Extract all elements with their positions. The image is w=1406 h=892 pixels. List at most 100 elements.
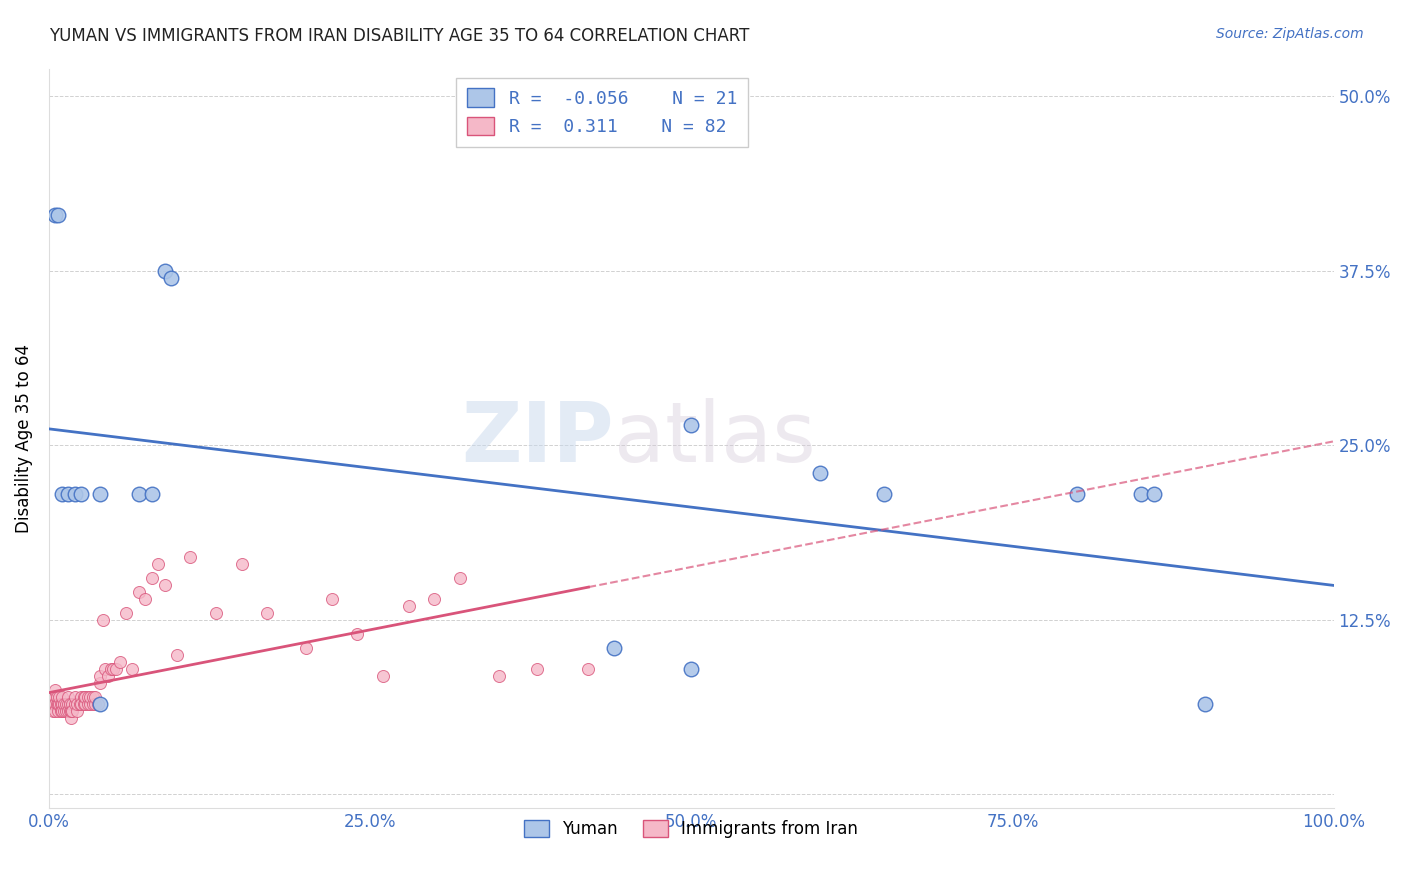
- Point: [82, 690, 104, 704]
- Point: [51, 697, 73, 711]
- Point: [51, 487, 73, 501]
- Point: [295, 640, 318, 655]
- Point: [1066, 487, 1088, 501]
- Point: [58, 704, 80, 718]
- Point: [84, 697, 107, 711]
- Point: [72, 697, 94, 711]
- Point: [104, 662, 127, 676]
- Text: Source: ZipAtlas.com: Source: ZipAtlas.com: [1216, 27, 1364, 41]
- Point: [44, 682, 66, 697]
- Point: [44, 690, 66, 704]
- Point: [128, 487, 150, 501]
- Point: [321, 592, 343, 607]
- Point: [87, 697, 110, 711]
- Point: [63, 697, 86, 711]
- Point: [603, 640, 626, 655]
- Point: [73, 690, 96, 704]
- Point: [423, 592, 446, 607]
- Text: atlas: atlas: [614, 398, 815, 479]
- Point: [58, 697, 80, 711]
- Point: [681, 417, 703, 432]
- Point: [58, 690, 80, 704]
- Point: [84, 690, 107, 704]
- Point: [1129, 487, 1152, 501]
- Point: [76, 697, 98, 711]
- Point: [72, 690, 94, 704]
- Point: [42, 690, 65, 704]
- Point: [45, 697, 67, 711]
- Point: [526, 662, 548, 676]
- Point: [488, 669, 510, 683]
- Point: [42, 704, 65, 718]
- Point: [70, 487, 93, 501]
- Point: [63, 690, 86, 704]
- Point: [59, 711, 82, 725]
- Point: [97, 669, 120, 683]
- Point: [128, 585, 150, 599]
- Point: [103, 662, 125, 676]
- Point: [141, 487, 163, 501]
- Point: [346, 627, 368, 641]
- Point: [100, 662, 122, 676]
- Point: [46, 697, 69, 711]
- Point: [70, 690, 93, 704]
- Point: [51, 704, 73, 718]
- Point: [108, 655, 131, 669]
- Point: [166, 648, 188, 662]
- Point: [58, 704, 80, 718]
- Point: [89, 675, 111, 690]
- Text: YUMAN VS IMMIGRANTS FROM IRAN DISABILITY AGE 35 TO 64 CORRELATION CHART: YUMAN VS IMMIGRANTS FROM IRAN DISABILITY…: [49, 27, 749, 45]
- Point: [808, 467, 831, 481]
- Point: [48, 690, 70, 704]
- Point: [146, 557, 169, 571]
- Point: [89, 669, 111, 683]
- Point: [115, 606, 138, 620]
- Point: [681, 662, 703, 676]
- Point: [578, 662, 600, 676]
- Point: [66, 697, 89, 711]
- Point: [1143, 487, 1166, 501]
- Point: [70, 697, 93, 711]
- Legend: Yuman, Immigrants from Iran: Yuman, Immigrants from Iran: [517, 813, 865, 845]
- Point: [79, 690, 101, 704]
- Point: [44, 704, 66, 718]
- Point: [141, 571, 163, 585]
- Point: [63, 487, 86, 501]
- Point: [371, 669, 394, 683]
- Point: [55, 697, 77, 711]
- Point: [160, 271, 183, 285]
- Point: [76, 690, 98, 704]
- Point: [1194, 697, 1216, 711]
- Point: [94, 662, 117, 676]
- Point: [153, 264, 176, 278]
- Point: [89, 697, 111, 711]
- Point: [51, 690, 73, 704]
- Point: [46, 208, 69, 222]
- Point: [58, 487, 80, 501]
- Point: [60, 704, 83, 718]
- Point: [256, 606, 278, 620]
- Point: [179, 550, 201, 565]
- Point: [53, 704, 76, 718]
- Point: [45, 690, 67, 704]
- Point: [44, 208, 66, 222]
- Point: [49, 704, 72, 718]
- Point: [73, 697, 96, 711]
- Point: [134, 592, 156, 607]
- Point: [53, 697, 76, 711]
- Point: [46, 704, 69, 718]
- Point: [89, 487, 111, 501]
- Point: [69, 697, 91, 711]
- Point: [91, 613, 114, 627]
- Point: [66, 704, 89, 718]
- Point: [231, 557, 253, 571]
- Point: [44, 697, 66, 711]
- Y-axis label: Disability Age 35 to 64: Disability Age 35 to 64: [15, 344, 32, 533]
- Point: [82, 697, 104, 711]
- Point: [153, 578, 176, 592]
- Point: [49, 697, 72, 711]
- Point: [449, 571, 471, 585]
- Point: [42, 697, 65, 711]
- Point: [205, 606, 228, 620]
- Point: [58, 697, 80, 711]
